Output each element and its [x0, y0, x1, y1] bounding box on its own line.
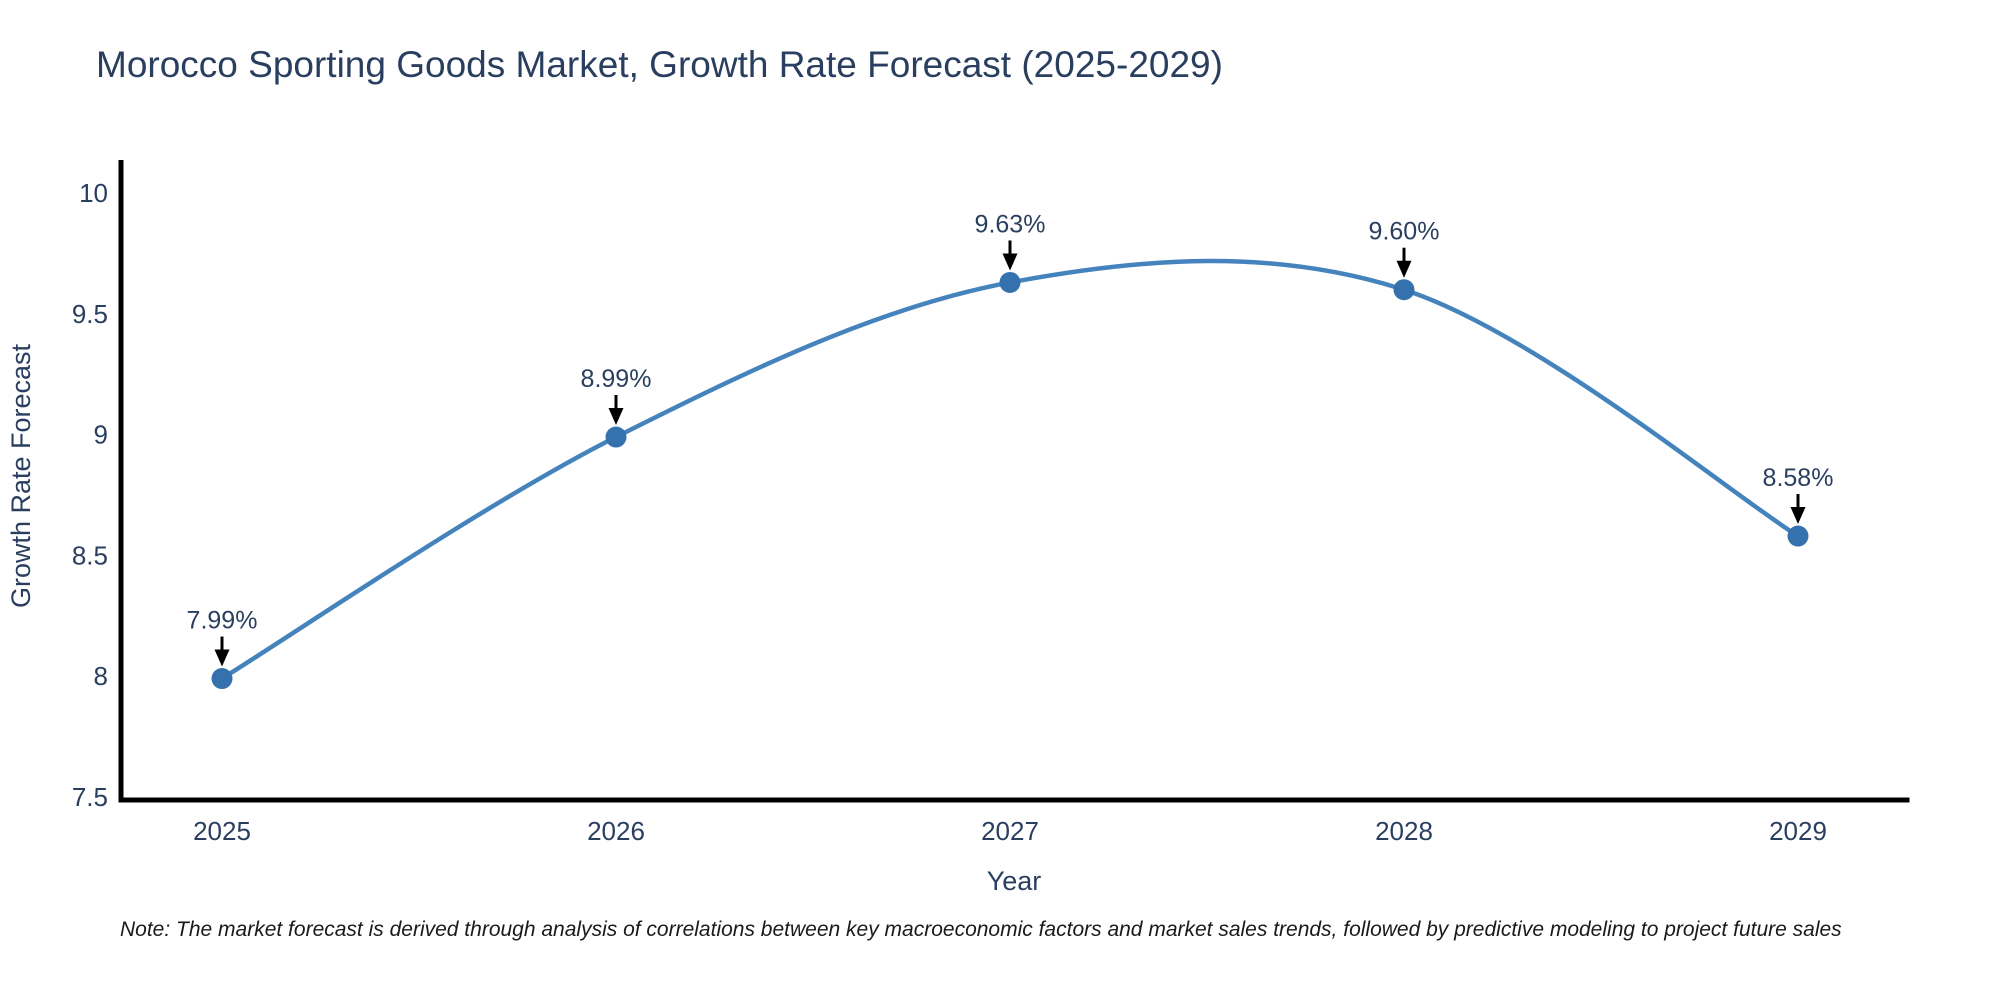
y-tick-label: 8	[94, 661, 108, 691]
y-tick-label: 8.5	[72, 540, 108, 570]
data-point-label: 9.60%	[1369, 218, 1440, 246]
annotation-arrowhead-icon	[1790, 507, 1806, 525]
y-axis-title: Growth Rate Forecast	[6, 343, 36, 608]
y-tick-label: 10	[79, 178, 108, 208]
data-point-2028[interactable]	[1393, 279, 1415, 301]
data-point-2029[interactable]	[1787, 525, 1809, 547]
data-point-label: 8.58%	[1763, 464, 1834, 492]
annotation-arrowhead-icon	[608, 408, 624, 426]
x-tick-label: 2027	[981, 816, 1039, 846]
x-tick-label: 2026	[587, 816, 645, 846]
forecast-line-series	[211, 258, 1809, 690]
annotation-arrowhead-icon	[1002, 253, 1018, 271]
y-tick-label: 9	[94, 420, 108, 450]
chart-title: Morocco Sporting Goods Market, Growth Ra…	[96, 44, 1223, 85]
forecast-line	[220, 258, 1800, 681]
x-tick-label: 2025	[193, 816, 251, 846]
axis-tick-labels: 7.5 8 8.5 9 9.5 10 2025 2026 2027 2028 2029	[72, 178, 1827, 846]
annotation-arrowhead-icon	[1396, 260, 1412, 278]
y-axis-spine	[118, 160, 124, 802]
footnote-text: Note: The market forecast is derived thr…	[120, 918, 1842, 941]
x-axis-title: Year	[987, 866, 1042, 896]
x-tick-label: 2028	[1375, 816, 1433, 846]
x-tick-label: 2029	[1769, 816, 1827, 846]
data-point-annotations: 7.99% 8.99% 9.63% 9.60% 8.58%	[187, 210, 1834, 667]
data-point-label: 7.99%	[187, 607, 258, 635]
y-tick-label: 7.5	[72, 782, 108, 812]
data-point-2026[interactable]	[605, 426, 627, 448]
x-axis-spine	[118, 797, 1910, 803]
annotation-arrowhead-icon	[214, 649, 230, 667]
data-point-label: 9.63%	[975, 210, 1046, 238]
data-point-label: 8.99%	[581, 365, 652, 393]
data-point-2027[interactable]	[999, 271, 1021, 293]
data-point-2025[interactable]	[211, 668, 233, 690]
y-tick-label: 9.5	[72, 299, 108, 329]
